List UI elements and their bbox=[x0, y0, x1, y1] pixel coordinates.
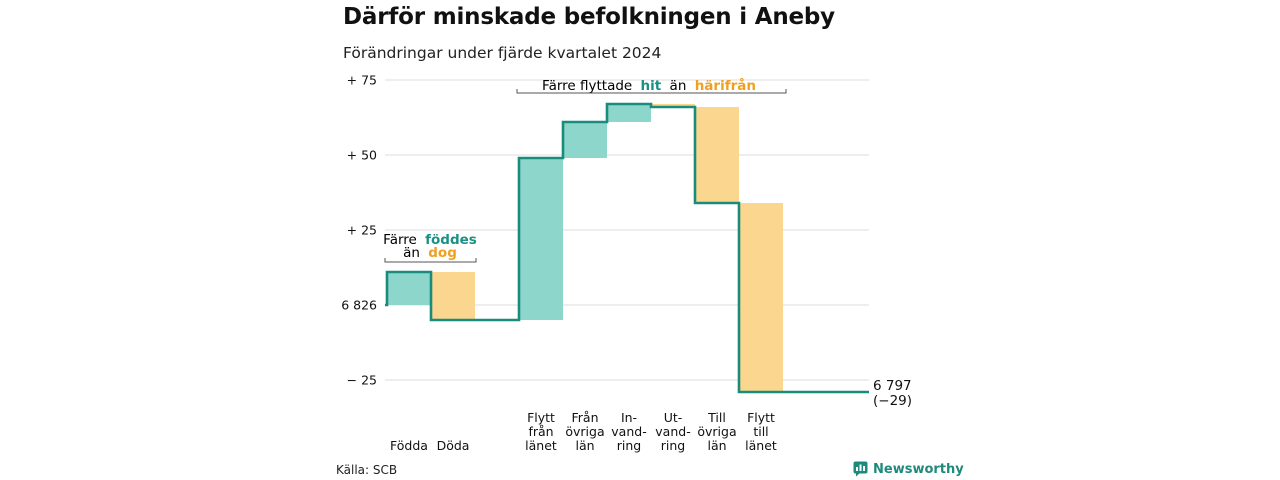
bar bbox=[607, 104, 651, 122]
end-value-label: 6 797 bbox=[873, 378, 912, 394]
y-tick-label: + 50 bbox=[347, 148, 377, 163]
category-label-line: länet bbox=[525, 438, 557, 453]
newsworthy-logo-icon bbox=[853, 461, 868, 477]
annotation-moves-mid: än bbox=[670, 78, 687, 94]
annotation-moves-pre: Färre flyttade bbox=[542, 78, 632, 94]
bar bbox=[387, 272, 431, 305]
category-label-line: Till bbox=[707, 410, 726, 425]
annotation-births-bracket bbox=[384, 258, 477, 263]
category-label-line: från bbox=[528, 424, 553, 439]
y-tick-label: + 75 bbox=[347, 73, 377, 88]
category-label: Döda bbox=[437, 438, 470, 453]
annotation-births-line2: än dog bbox=[403, 245, 457, 261]
annotation-births-line1: Färre föddes bbox=[383, 232, 477, 248]
annotation-births-pre: Färre bbox=[383, 232, 417, 248]
category-label-line: Ut- bbox=[664, 410, 683, 425]
category-label-line: In- bbox=[621, 410, 637, 425]
bar bbox=[739, 203, 783, 392]
annotation-moves-highlight-away: härifrån bbox=[695, 77, 756, 94]
annotation-births-deaths: Färre föddes än dog bbox=[383, 232, 477, 263]
bar bbox=[431, 272, 475, 320]
brand-logo: Newsworthy bbox=[853, 461, 964, 477]
bars bbox=[387, 104, 783, 392]
category-label-line: Från bbox=[571, 410, 598, 425]
y-tick-label: 6 826 bbox=[341, 298, 377, 313]
annotation-moves-highlight-hit: hit bbox=[641, 78, 662, 94]
source-note: Källa: SCB bbox=[336, 463, 398, 477]
category-label-line: ring bbox=[661, 438, 685, 453]
y-tick-label: + 25 bbox=[347, 223, 377, 238]
category-label-line: vand- bbox=[611, 424, 646, 439]
category-label-line: Flytt bbox=[527, 410, 555, 425]
y-tick-label: − 25 bbox=[347, 373, 377, 388]
bar bbox=[651, 104, 695, 107]
category-label-line: ring bbox=[617, 438, 641, 453]
annotation-births-mid: än bbox=[403, 245, 420, 261]
annotation-moves: Färre flyttade hit än härifrån bbox=[516, 77, 787, 94]
category-label-line: övriga bbox=[565, 424, 604, 439]
chart-title: Därför minskade befolkningen i Aneby bbox=[343, 4, 835, 30]
bar bbox=[563, 122, 607, 158]
bar bbox=[695, 107, 739, 203]
category-label-line: Födda bbox=[390, 438, 428, 453]
annotation-moves-text: Färre flyttade hit än härifrån bbox=[542, 77, 756, 94]
brand-label: Newsworthy bbox=[873, 461, 964, 477]
gridlines bbox=[385, 79, 869, 381]
annotation-moves-bracket bbox=[516, 89, 787, 94]
category-label-line: län bbox=[575, 438, 594, 453]
category-label: Födda bbox=[390, 438, 428, 453]
category-label: Till övriga län bbox=[697, 410, 736, 453]
annotation-deaths-highlight: dog bbox=[428, 245, 457, 261]
category-label-line: till bbox=[753, 424, 768, 439]
annotation-births-highlight: föddes bbox=[425, 232, 477, 248]
bar bbox=[519, 158, 563, 320]
category-label: In-vand-ring bbox=[611, 410, 646, 453]
y-axis-ticks: + 75 + 50 + 25 6 826 − 25 bbox=[341, 73, 377, 388]
end-change-label: (−29) bbox=[873, 393, 912, 409]
chart-subtitle: Förändringar under fjärde kvartalet 2024 bbox=[343, 44, 662, 62]
category-label: Flytt till länet bbox=[745, 410, 777, 453]
category-label-line: övriga bbox=[697, 424, 736, 439]
category-label-line: länet bbox=[745, 438, 777, 453]
category-label-line: län bbox=[707, 438, 726, 453]
category-label-line: Flytt bbox=[747, 410, 775, 425]
category-label-line: vand- bbox=[655, 424, 690, 439]
category-label: Flytt från länet bbox=[525, 410, 557, 453]
category-label: Ut-vand-ring bbox=[655, 410, 690, 453]
running-total-line bbox=[385, 102, 869, 394]
category-label-line: Döda bbox=[437, 438, 470, 453]
category-label: Från övriga län bbox=[565, 410, 604, 453]
